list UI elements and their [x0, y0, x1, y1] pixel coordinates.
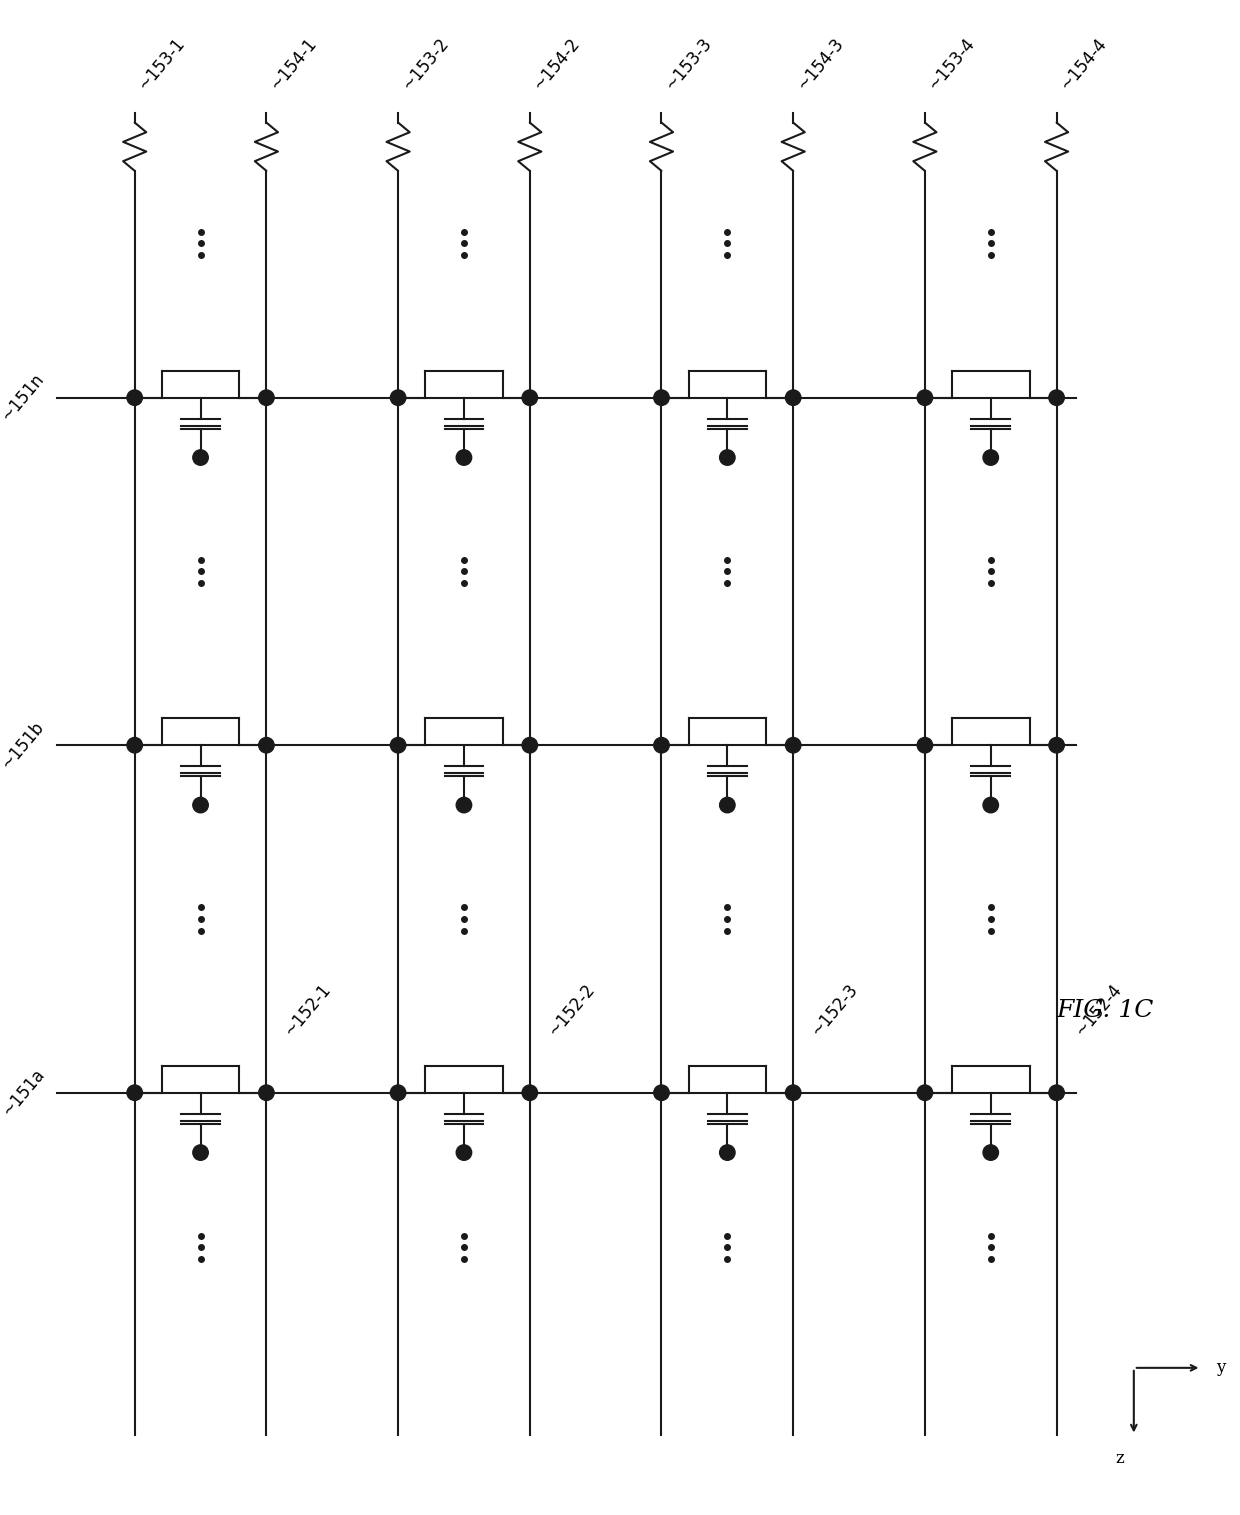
Circle shape [653, 1085, 670, 1100]
Circle shape [259, 1085, 274, 1100]
Circle shape [785, 738, 801, 753]
Text: ~151a: ~151a [0, 1065, 48, 1120]
Text: ~153-1: ~153-1 [135, 35, 188, 94]
Text: ~154-4: ~154-4 [1056, 35, 1110, 94]
Circle shape [456, 1145, 471, 1160]
Circle shape [918, 1085, 932, 1100]
Text: ~152-1: ~152-1 [281, 980, 335, 1039]
Text: ~154-1: ~154-1 [267, 35, 320, 94]
Text: ~153-3: ~153-3 [661, 35, 715, 94]
Text: ~152-4: ~152-4 [1071, 980, 1125, 1039]
Text: ~151n: ~151n [0, 370, 48, 426]
Text: y: y [1216, 1359, 1225, 1376]
Circle shape [126, 389, 143, 406]
Circle shape [259, 389, 274, 406]
Text: ~153-4: ~153-4 [925, 35, 978, 94]
Text: ~152-3: ~152-3 [807, 980, 862, 1039]
Circle shape [193, 1145, 208, 1160]
Circle shape [391, 389, 405, 406]
Circle shape [719, 797, 735, 812]
Circle shape [719, 450, 735, 465]
Text: ~154-2: ~154-2 [529, 35, 584, 94]
Text: z: z [1115, 1450, 1123, 1467]
Circle shape [193, 797, 208, 812]
Circle shape [653, 738, 670, 753]
Text: ~152-2: ~152-2 [544, 980, 598, 1039]
Text: ~154-3: ~154-3 [794, 35, 847, 94]
Text: FIG. 1C: FIG. 1C [1056, 1000, 1153, 1023]
Circle shape [456, 450, 471, 465]
Circle shape [259, 738, 274, 753]
Circle shape [1049, 738, 1064, 753]
Circle shape [522, 1085, 537, 1100]
Circle shape [983, 797, 998, 812]
Circle shape [983, 1145, 998, 1160]
Circle shape [918, 738, 932, 753]
Circle shape [391, 738, 405, 753]
Circle shape [522, 389, 537, 406]
Circle shape [785, 1085, 801, 1100]
Text: ~153-2: ~153-2 [398, 35, 451, 94]
Circle shape [719, 1145, 735, 1160]
Circle shape [126, 738, 143, 753]
Circle shape [983, 450, 998, 465]
Circle shape [391, 1085, 405, 1100]
Circle shape [918, 389, 932, 406]
Text: ~151b: ~151b [0, 718, 48, 773]
Circle shape [1049, 1085, 1064, 1100]
Circle shape [1049, 389, 1064, 406]
Circle shape [456, 797, 471, 812]
Circle shape [785, 389, 801, 406]
Circle shape [522, 738, 537, 753]
Circle shape [126, 1085, 143, 1100]
Circle shape [653, 389, 670, 406]
Circle shape [193, 450, 208, 465]
